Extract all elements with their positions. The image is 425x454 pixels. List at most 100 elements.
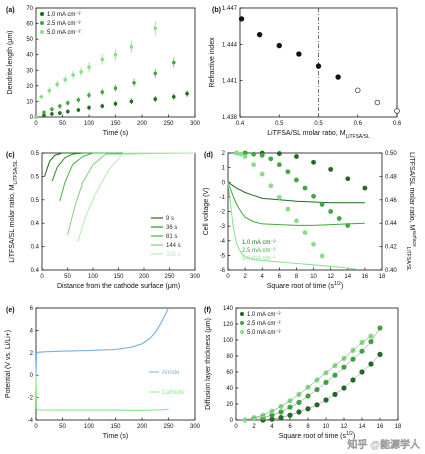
legend-label: 1.0 mA cm⁻²	[247, 312, 281, 318]
x-axis-label: Distance from the cathode surface (μm)	[57, 283, 180, 290]
data-point	[285, 206, 291, 212]
y-tick-label: 1.447	[222, 6, 238, 12]
x-tick-label: 2	[252, 424, 256, 430]
legend-marker	[40, 21, 44, 25]
y-tick-label: 40	[226, 386, 233, 392]
data-point	[302, 230, 308, 235]
panel-e: (e) 0 50 100 150 200 250 300 -4 -2 0 2 4 6 Time (s) Pot…	[5, 306, 201, 440]
x-tick-label: 0	[34, 121, 38, 127]
series-line	[77, 152, 195, 243]
data-point	[87, 65, 91, 69]
x-tick-label: 12	[327, 274, 334, 280]
x-axis-label: Time (s)	[103, 130, 128, 137]
x-tick-label: 100	[88, 274, 99, 280]
legend-label: 2.5 mA cm⁻²	[242, 248, 276, 254]
y-tick-label: -5	[220, 253, 226, 259]
data-point	[296, 51, 302, 57]
legend-label: 1.0 mA cm⁻²	[47, 12, 81, 18]
data-point	[129, 45, 134, 49]
data-point	[42, 113, 46, 118]
data-point	[311, 241, 316, 247]
data-point	[294, 177, 299, 183]
x-tick-label: 18	[379, 274, 386, 280]
y-tick-label: 0.5	[31, 198, 40, 204]
data-point	[335, 74, 341, 80]
data-point	[66, 109, 70, 114]
x-axis-label: Square root of time (s1/2)	[267, 281, 344, 290]
plot-frame	[35, 307, 196, 421]
y-tick-label: 30	[26, 68, 33, 74]
legend-label: Cathode	[162, 390, 185, 396]
x-tick-label: 12	[341, 424, 348, 430]
y-tick-label: 40	[26, 53, 33, 59]
x-tick-label: 0.6	[393, 121, 402, 127]
panel-label: (d)	[204, 152, 213, 159]
watermark-text: 知乎 @能源学人	[346, 438, 421, 451]
superscript: surface	[411, 230, 417, 247]
data-point	[113, 52, 118, 57]
fit-line	[244, 335, 372, 421]
data-point	[328, 166, 334, 172]
x-tick-label: 6	[278, 274, 282, 280]
x-tick-label: 0.4	[236, 121, 245, 127]
data-point	[256, 31, 263, 38]
x-tick-label: 0	[226, 274, 230, 280]
data-point	[285, 169, 291, 175]
data-point	[345, 223, 351, 228]
data-point	[276, 42, 282, 49]
data-point	[47, 88, 52, 93]
data-point	[259, 152, 265, 158]
y-tick-label: 0.5	[31, 151, 40, 157]
x-tick-label: 0.5	[275, 121, 284, 127]
plot-frame	[235, 307, 399, 421]
y-axis-label: Cell voltage (V)	[203, 188, 210, 236]
data-point	[76, 108, 81, 112]
legend-label: 5.0 mA cm⁻²	[47, 30, 81, 36]
legend-label: 36 s	[166, 225, 177, 231]
y-tick-label: 2	[30, 351, 34, 357]
subscript: LiTFSA/SL	[346, 134, 370, 140]
data-point	[234, 150, 239, 156]
panel-label: (b)	[212, 7, 221, 14]
data-point	[374, 99, 381, 106]
x-tick-label: 50	[59, 424, 66, 430]
x-tick-label: 0	[34, 424, 38, 430]
x-tick-label: 150	[110, 121, 121, 127]
series-line	[67, 152, 196, 236]
x-tick-label: 300	[190, 121, 201, 127]
panel-b: (b) 0.4 0.5 0.5 0.6 0.6 1.438 1.441 1.444 1.447 Li…	[209, 6, 402, 140]
y-axis-label: LiTFSA/SL molar ratio, MLiTFSA/SL	[9, 160, 19, 263]
y-right-tick-label: 0.40	[385, 268, 397, 274]
superscript: 1/2	[346, 431, 353, 437]
x-tick-label: 250	[164, 274, 175, 280]
y-tick-label: 1	[222, 166, 226, 172]
y-tick-label: 0.4	[31, 245, 40, 251]
x-axis-label: Square root of time (s1/2)	[279, 431, 356, 440]
data-point	[63, 77, 67, 82]
data-point	[76, 98, 81, 102]
data-point	[355, 87, 361, 94]
data-point	[302, 185, 308, 191]
data-point	[153, 71, 158, 76]
legend-label: 144 s	[166, 243, 181, 249]
y-tick-label: 20	[26, 84, 33, 90]
x-tick-label: 0	[234, 424, 238, 430]
legend-label: 1.0 mA cm⁻²	[242, 240, 276, 246]
series-line	[227, 181, 365, 204]
x-tick-label: 250	[163, 424, 174, 430]
panel-label: (a)	[6, 7, 15, 14]
fit-line	[253, 327, 381, 419]
series-line	[35, 307, 170, 376]
x-tick-label: 100	[84, 424, 95, 430]
x-tick-label: 0.5	[314, 121, 323, 127]
data-point	[50, 112, 54, 116]
legend-label: Anode	[162, 370, 180, 376]
legend-marker	[40, 12, 44, 16]
legend-marker	[240, 312, 244, 316]
y-tick-label: 1.438	[222, 115, 238, 121]
data-point	[251, 162, 257, 168]
y-right-tick-label: 0.48	[385, 174, 397, 180]
y-tick-label: 0	[30, 115, 34, 121]
x-tick-label: 8	[295, 274, 299, 280]
